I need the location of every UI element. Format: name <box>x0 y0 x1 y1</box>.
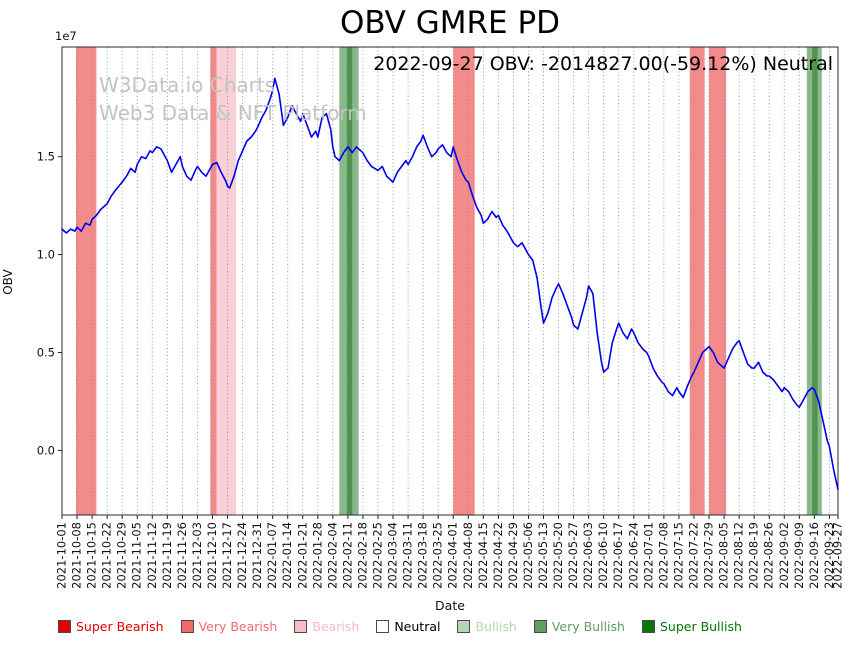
x-tick-label: 2021-12-24 <box>235 522 249 589</box>
legend-swatch <box>533 620 547 633</box>
signal-band-very-bearish <box>210 47 217 515</box>
x-tick-label: 2022-02-25 <box>370 522 384 589</box>
x-tick-label: 2022-04-29 <box>506 522 520 589</box>
legend-label: Bullish <box>475 619 517 634</box>
x-tick-label: 2022-04-22 <box>491 522 505 589</box>
x-tick-label: 2022-04-08 <box>461 522 475 589</box>
x-tick-label: 2022-02-11 <box>340 522 354 589</box>
legend: Super Bearish Very Bearish Bearish Neutral B… <box>58 619 742 634</box>
legend-label: Very Bearish <box>198 619 278 634</box>
legend-swatch <box>376 620 390 633</box>
y-tick-label: 1.0 <box>37 248 55 262</box>
signal-band-very-bearish <box>689 47 705 515</box>
x-tick-label: 2022-03-11 <box>401 522 415 589</box>
x-tick-label: 2022-08-12 <box>732 522 746 589</box>
legend-item-super-bullish: Super Bullish <box>641 619 742 634</box>
x-tick-label: 2021-11-05 <box>130 522 144 589</box>
chart-title: OBV GMRE PD <box>339 5 561 41</box>
legend-swatch <box>641 620 655 633</box>
x-tick-label: 2022-06-24 <box>626 522 640 589</box>
x-tick-label: 2021-12-03 <box>190 522 204 589</box>
legend-item-very-bullish: Very Bullish <box>533 619 625 634</box>
x-tick-label: 2022-03-18 <box>416 522 430 589</box>
x-tick-label: 2022-06-17 <box>611 522 625 589</box>
legend-swatch <box>180 620 194 633</box>
x-tick-label: 2021-10-29 <box>115 522 129 589</box>
x-tick-label: 2022-09-16 <box>807 522 821 589</box>
legend-item-super-bearish: Super Bearish <box>58 619 164 634</box>
x-tick-label: 2022-07-29 <box>702 522 716 589</box>
latest-value-annotation: 2022-09-27 OBV: -2014827.00(-59.12%) Neu… <box>373 53 833 75</box>
x-tick-label: 2022-06-10 <box>596 522 610 589</box>
legend-item-very-bearish: Very Bearish <box>180 619 278 634</box>
legend-label: Very Bullish <box>551 619 625 634</box>
x-tick-label: 2021-11-26 <box>175 522 189 589</box>
signal-band-very-bearish <box>453 47 475 515</box>
x-tick-label: 2022-01-28 <box>310 522 324 589</box>
x-tick-label: 2022-05-20 <box>551 522 565 589</box>
legend-swatch <box>58 620 71 633</box>
signal-band-very-bearish <box>709 47 727 515</box>
legend-item-neutral: Neutral <box>376 619 440 634</box>
x-tick-label: 2022-01-07 <box>265 522 279 589</box>
plot-border <box>61 46 839 516</box>
x-tick-label: 2022-04-15 <box>476 522 490 589</box>
x-tick-label: 2022-07-15 <box>671 522 685 589</box>
y-tick-label: 0.5 <box>37 345 55 359</box>
signal-band-bearish <box>216 47 237 515</box>
x-tick-label: 2022-07-08 <box>656 522 670 589</box>
x-tick-label: 2022-03-04 <box>386 522 400 589</box>
x-tick-label: 2021-12-31 <box>250 522 264 589</box>
x-tick-label: 2022-09-23 <box>822 522 836 589</box>
legend-label: Super Bearish <box>76 619 164 634</box>
x-tick-label: 2022-05-06 <box>521 522 535 589</box>
legend-item-bearish: Bearish <box>294 619 359 634</box>
signal-band-very-bullish <box>812 47 818 515</box>
x-tick-label: 2022-01-14 <box>280 522 294 589</box>
signal-band-very-bullish <box>346 47 353 515</box>
x-tick-label: 2022-05-13 <box>536 522 550 589</box>
x-tick-label: 2022-09-02 <box>777 522 791 589</box>
x-tick-label: 2022-09-27 <box>831 522 845 589</box>
obv-line <box>61 77 839 491</box>
x-tick-label: 2022-08-19 <box>747 522 761 589</box>
x-tick-label: 2022-02-04 <box>325 522 339 589</box>
y-tick-label: 1.5 <box>37 150 55 164</box>
x-tick-label: 2021-11-12 <box>145 522 159 589</box>
legend-swatch <box>294 620 308 633</box>
x-tick-label: 2022-06-03 <box>581 522 595 589</box>
x-tick-label: 2021-12-17 <box>220 522 234 589</box>
y-axis-offset-label: 1e7 <box>55 29 77 43</box>
x-tick-label: 2021-11-19 <box>160 522 174 589</box>
x-tick-label: 2022-08-26 <box>762 522 776 589</box>
x-tick-label: 2022-08-05 <box>717 522 731 589</box>
legend-label: Super Bullish <box>659 619 742 634</box>
x-tick-label: 2022-04-01 <box>446 522 460 589</box>
x-tick-label: 2022-09-09 <box>792 522 806 589</box>
legend-label: Neutral <box>394 619 441 634</box>
x-tick-label: 2022-05-27 <box>566 522 580 589</box>
legend-label: Bearish <box>312 619 360 634</box>
x-tick-label: 2021-12-10 <box>205 522 219 589</box>
x-tick-label: 2022-01-21 <box>295 522 309 589</box>
x-tick-label: 2021-10-22 <box>100 522 114 589</box>
x-tick-label: 2022-03-25 <box>431 522 445 589</box>
watermark: W3Data.io Charts Web3 Data & NFT Platfor… <box>99 71 367 127</box>
legend-swatch <box>457 620 471 633</box>
x-tick-label: 2022-07-01 <box>641 522 655 589</box>
x-tick-label: 2021-10-08 <box>70 522 84 589</box>
signal-band-very-bearish <box>76 47 97 515</box>
x-axis-label: Date <box>435 598 465 613</box>
x-tick-label: 2021-10-01 <box>55 522 69 589</box>
x-tick-label: 2021-10-15 <box>85 522 99 589</box>
x-tick-label: 2022-07-22 <box>686 522 700 589</box>
watermark-line2: Web3 Data & NFT Platform <box>99 101 367 125</box>
legend-item-bullish: Bullish <box>457 619 517 634</box>
x-tick-label: 2022-02-18 <box>355 522 369 589</box>
y-axis-label: OBV <box>1 269 15 295</box>
watermark-line1: W3Data.io Charts <box>99 73 276 97</box>
y-tick-label: 0.0 <box>37 443 55 457</box>
